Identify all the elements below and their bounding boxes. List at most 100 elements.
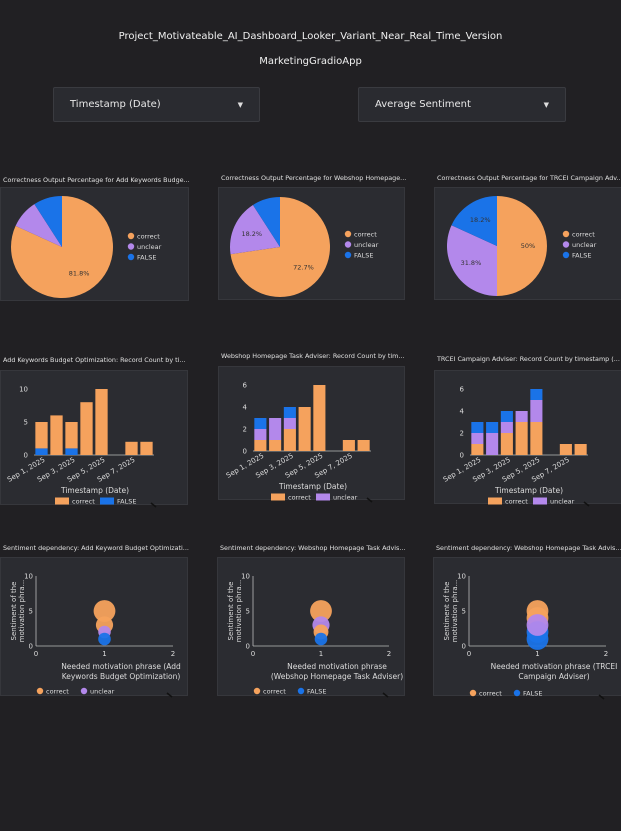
legend-label: correct (72, 497, 95, 505)
bar-segment-unclear[interactable] (471, 433, 484, 444)
bar-segment-correct[interactable] (559, 444, 572, 455)
y-axis-label: motivation phra... (451, 580, 459, 643)
scatter-point-unclear[interactable] (526, 614, 549, 636)
timestamp-date-dropdown[interactable]: Timestamp (Date) ▼ (53, 87, 260, 122)
scatter-point-correct[interactable] (93, 600, 116, 622)
chart-panel-8[interactable]: 0 5 10 0 1 2 Sentiment of the motivation phra..… (433, 557, 621, 700)
y-tick-label: 0 (24, 452, 28, 460)
y-tick-label: 6 (243, 382, 248, 390)
bar-segment-unclear[interactable] (486, 433, 499, 455)
legend-dot-icon (36, 687, 44, 695)
legend-label: correct (46, 687, 69, 695)
chart-svg: 50% 31.8% 18.2% correct unclear FALSE (447, 196, 597, 296)
bar-segment-correct[interactable] (35, 422, 48, 449)
bar-segment-correct[interactable] (283, 429, 296, 451)
pie-slice-unclear[interactable] (447, 225, 497, 296)
chart-panel-1[interactable]: 72.7% 18.2% correct unclear FALSE (218, 187, 405, 300)
chart-panel-5[interactable]: 0 2 4 6 Sep 1, 2025 Sep 3, 2025 Sep 5, 2025 Sep… (434, 370, 621, 507)
y-tick-label: 10 (24, 573, 33, 581)
x-axis-label: Timestamp (Date) (278, 482, 347, 491)
dropdown-label: Timestamp (Date) (70, 99, 161, 110)
bar-segment-correct[interactable] (269, 440, 282, 451)
bar-segment-correct[interactable] (65, 422, 78, 449)
legend-swatch-icon (488, 497, 502, 505)
pie-slice-unclear[interactable] (230, 204, 280, 255)
bar-segment-false[interactable] (35, 448, 48, 455)
x-axis-label: Campaign Adviser) (518, 672, 589, 681)
legend-dot-icon (562, 230, 570, 238)
bar-segment-correct[interactable] (298, 407, 311, 451)
legend-dot-icon (80, 687, 88, 695)
pie-slice-false[interactable] (451, 196, 497, 246)
pie-slice-correct[interactable] (497, 196, 547, 296)
x-tick-label: 2 (387, 650, 391, 658)
chart-panel-0[interactable]: 81.8% correct unclear FALSE (0, 187, 189, 301)
y-tick-label: 10 (19, 386, 28, 394)
bar-segment-unclear[interactable] (530, 400, 543, 422)
resize-handle-icon[interactable] (583, 501, 590, 507)
average-sentiment-dropdown[interactable]: Average Sentiment ▼ (358, 87, 566, 122)
resize-handle-icon[interactable] (382, 692, 389, 698)
chart-title: Add Keywords Budget Optimization: Record… (3, 356, 186, 364)
bar-segment-correct[interactable] (313, 385, 326, 451)
bar-segment-correct[interactable] (140, 441, 153, 455)
pie-slice-false[interactable] (34, 196, 62, 247)
legend-label: correct (572, 230, 595, 238)
chart-svg: 72.7% 18.2% correct unclear FALSE (230, 197, 379, 297)
bar-segment-false[interactable] (471, 422, 484, 433)
x-axis-label: Keywords Budget Optimization) (62, 672, 181, 681)
page-subtitle: MarketingGradioApp (259, 56, 362, 67)
resize-handle-icon[interactable] (598, 694, 605, 700)
pie-slice-false[interactable] (252, 197, 280, 247)
chart-panel-4[interactable]: 0 2 4 6 Sep 1, 2025 Sep 3, 2025 Sep 5, 2025 Sep… (218, 366, 405, 503)
bar-segment-correct[interactable] (500, 433, 513, 455)
scatter-point-false[interactable] (98, 632, 111, 646)
y-axis-label: Sentiment of the (443, 582, 451, 641)
legend-label: unclear (90, 687, 115, 695)
scatter-point-correct[interactable] (310, 600, 332, 622)
pie-slice-unclear[interactable] (15, 204, 63, 247)
caret-down-icon: ▼ (543, 100, 549, 109)
bar-segment-false[interactable] (530, 389, 543, 400)
bar-segment-correct[interactable] (515, 422, 528, 455)
resize-handle-icon[interactable] (166, 692, 173, 698)
legend-dot-icon (127, 243, 135, 250)
bar-segment-false[interactable] (500, 411, 513, 422)
chart-panel-6[interactable]: 0 5 10 0 1 2 Sentiment of the motivation phra..… (0, 557, 188, 698)
bar-segment-false[interactable] (65, 448, 78, 455)
resize-handle-icon[interactable] (366, 497, 373, 503)
bar-segment-unclear[interactable] (254, 429, 267, 440)
chart-title: Correctness Output Percentage for TRCEI … (437, 174, 621, 182)
chart-panel-2[interactable]: 50% 31.8% 18.2% correct unclear FALSE (434, 187, 621, 300)
bar-segment-correct[interactable] (50, 415, 63, 455)
bar-segment-correct[interactable] (80, 402, 93, 455)
chart-panel-7[interactable]: 0 5 10 0 1 2 Sentiment of the motivation phra..… (217, 557, 405, 698)
pie-slice-correct[interactable] (230, 197, 330, 297)
bar-segment-unclear[interactable] (269, 418, 282, 440)
bar-segment-correct[interactable] (125, 441, 138, 455)
bar-segment-unclear[interactable] (283, 418, 296, 429)
bar-segment-correct[interactable] (95, 389, 108, 455)
bar-segment-correct[interactable] (574, 444, 587, 455)
legend-label: FALSE (307, 687, 326, 695)
chart-svg: 0 5 10 0 1 2 Sentiment of the motivation phra..… (443, 573, 617, 700)
legend-label: correct (354, 230, 377, 238)
pie-slice-correct[interactable] (11, 196, 114, 298)
pie-slice-label: 31.8% (461, 259, 482, 267)
bar-segment-correct[interactable] (254, 440, 267, 451)
bar-segment-correct[interactable] (357, 440, 370, 451)
bar-segment-false[interactable] (254, 418, 267, 429)
bar-segment-unclear[interactable] (500, 422, 513, 433)
scatter-point-false[interactable] (314, 632, 328, 646)
pie-slice-label: 18.2% (470, 216, 491, 224)
bar-segment-false[interactable] (283, 407, 296, 418)
bar-segment-false[interactable] (486, 422, 499, 433)
bar-segment-correct[interactable] (530, 422, 543, 455)
chart-panel-3[interactable]: 0 5 10 Sep 1, 2025 Sep 3, 2025 Sep 5, 2025 Sep… (0, 370, 188, 508)
bar-segment-correct[interactable] (471, 444, 484, 455)
legend-label: correct (263, 687, 286, 695)
resize-handle-icon[interactable] (150, 502, 157, 508)
bar-segment-unclear[interactable] (515, 411, 528, 422)
bar-segment-correct[interactable] (342, 440, 355, 451)
